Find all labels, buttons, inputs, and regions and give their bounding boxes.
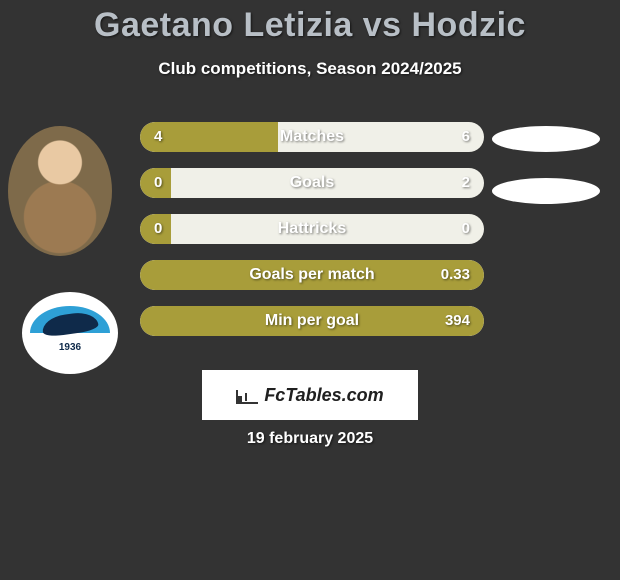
bar-label: Goals per match — [140, 260, 484, 290]
club-badge-left: 1936 — [22, 292, 118, 374]
bar-goals: 0 Goals 2 — [140, 168, 484, 198]
page-title: Gaetano Letizia vs Hodzic — [0, 0, 620, 45]
player-photo-right-2 — [492, 178, 600, 204]
stat-bars: 4 Matches 6 0 Goals 2 0 Hattricks 0 Goal… — [140, 122, 484, 352]
bar-value-right: 394 — [445, 306, 470, 336]
bar-value-right: 6 — [462, 122, 470, 152]
bar-label: Min per goal — [140, 306, 484, 336]
bar-value-right: 0.33 — [441, 260, 470, 290]
source-logo: FcTables.com — [202, 370, 418, 420]
bar-min-per-goal: Min per goal 394 — [140, 306, 484, 336]
bar-label: Hattricks — [140, 214, 484, 244]
player-photo-left — [8, 126, 112, 256]
bar-value-right: 0 — [462, 214, 470, 244]
bar-label: Matches — [140, 122, 484, 152]
bar-label: Goals — [140, 168, 484, 198]
bar-goals-per-match: Goals per match 0.33 — [140, 260, 484, 290]
bar-value-right: 2 — [462, 168, 470, 198]
badge-year: 1936 — [22, 342, 118, 353]
player-photo-right-1 — [492, 126, 600, 152]
logo-text: FcTables.com — [264, 385, 383, 406]
bar-matches: 4 Matches 6 — [140, 122, 484, 152]
snapshot-date: 19 february 2025 — [0, 430, 620, 448]
comparison-card: Gaetano Letizia vs Hodzic Club competiti… — [0, 0, 620, 580]
chart-icon — [236, 386, 258, 404]
bar-hattricks: 0 Hattricks 0 — [140, 214, 484, 244]
page-subtitle: Club competitions, Season 2024/2025 — [0, 59, 620, 79]
